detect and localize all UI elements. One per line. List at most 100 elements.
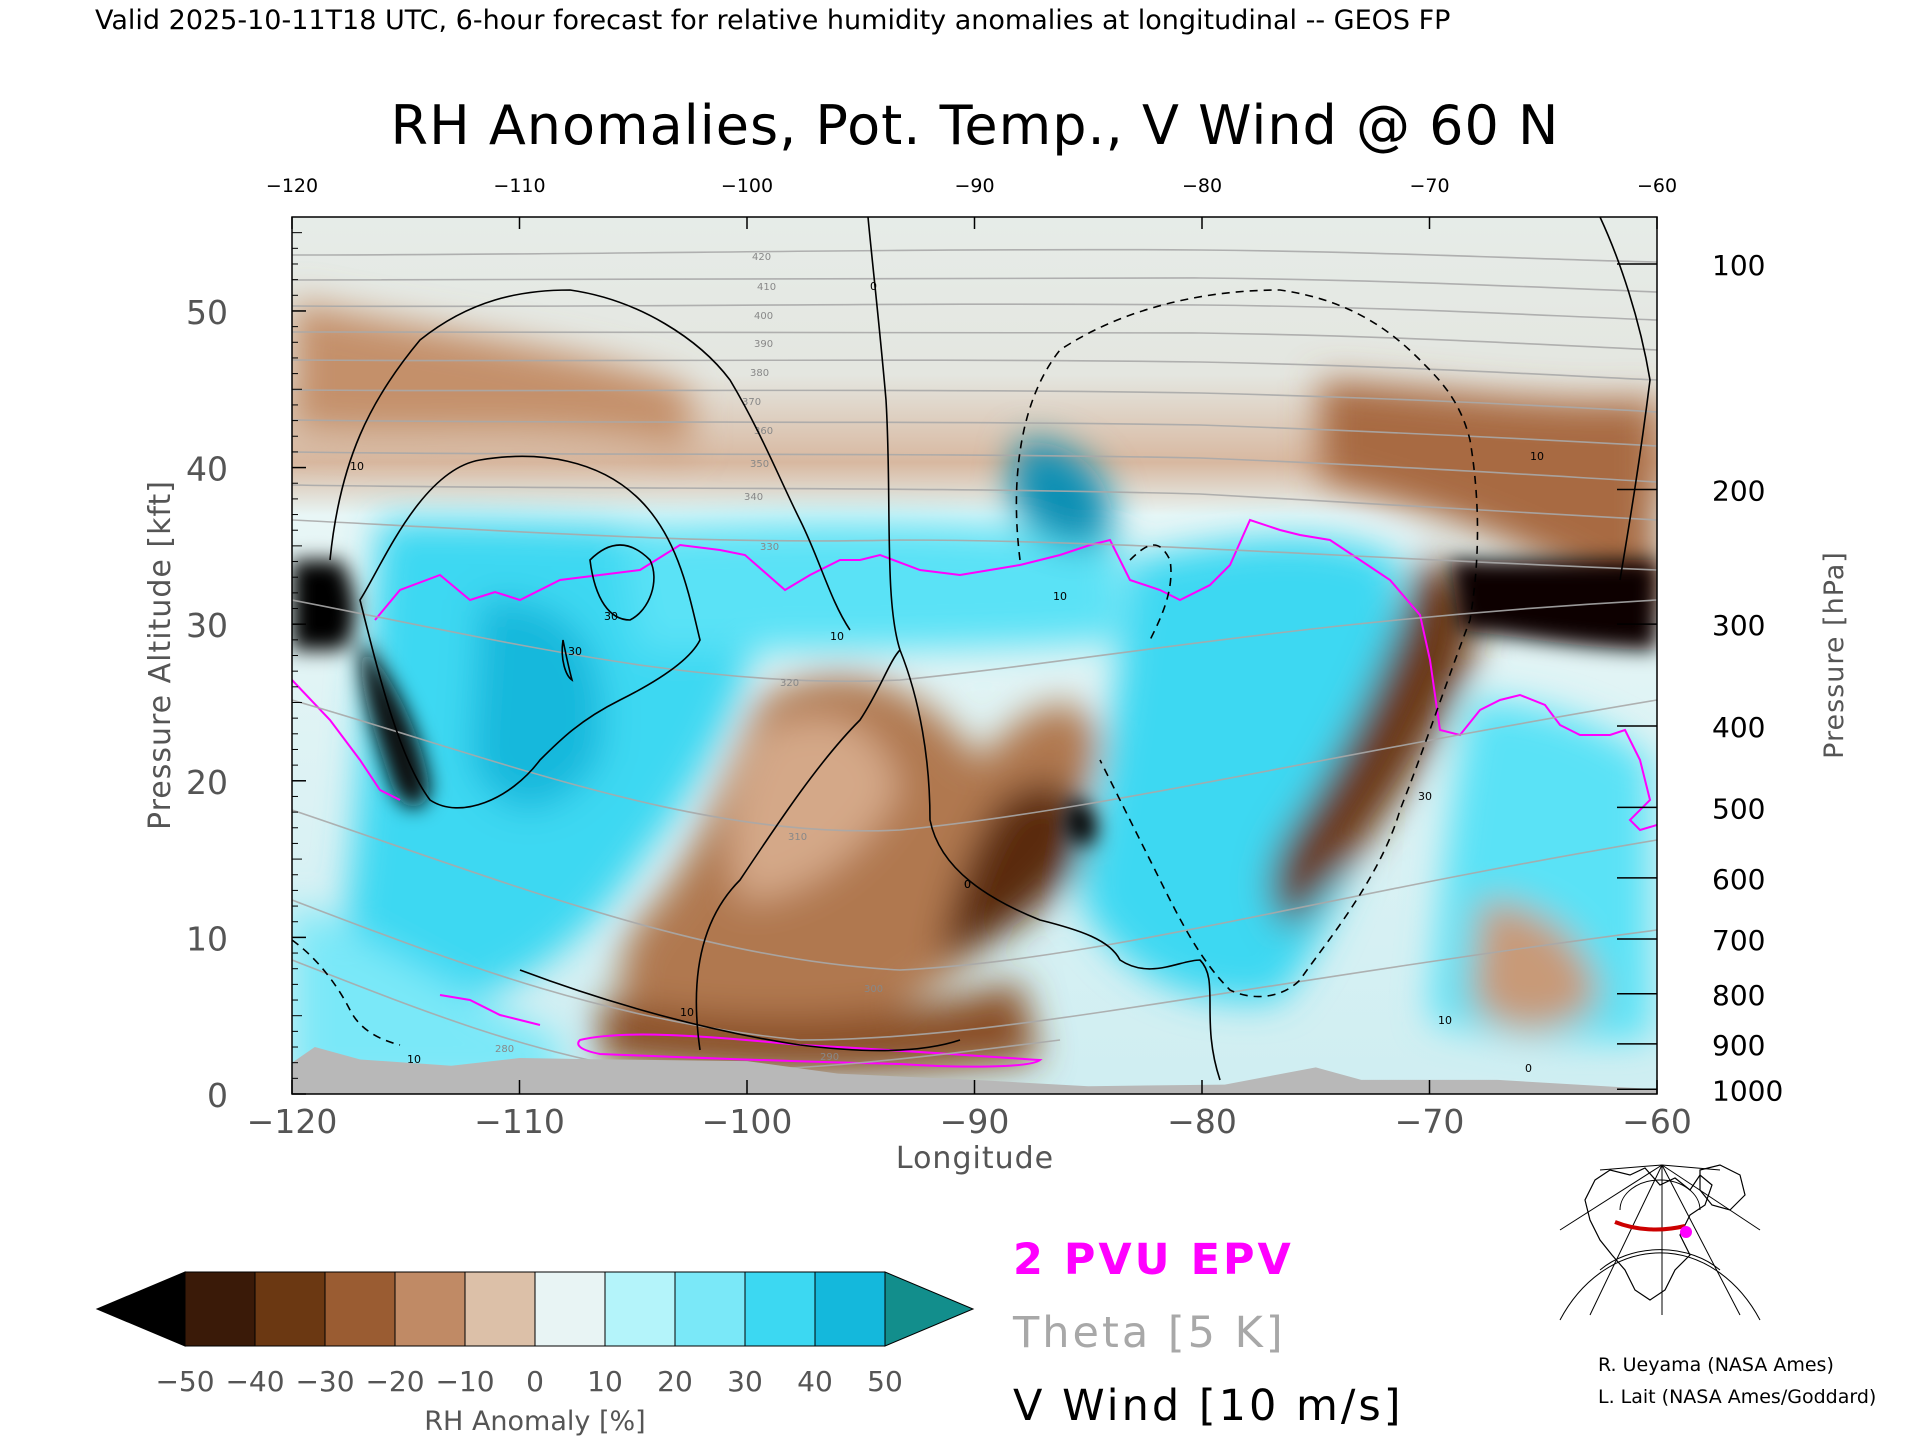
rh-dry-central-core xyxy=(940,782,1086,960)
credit-line-1: R. Ueyama (NASA Ames) xyxy=(1598,1354,1834,1376)
pressure-tick-label-6: 700 xyxy=(1712,924,1765,957)
legend-epv: 2 PVU EPV xyxy=(1013,1235,1294,1285)
v-wind-labels: 10 0 10 30 30 0 10 10 0 10 10 30 10 0 xyxy=(350,280,1544,1075)
right-axis: 100 200 300 400 500 600 700 800 900 1000 xyxy=(1617,249,1783,1107)
v-wind-label-1: 10 xyxy=(350,460,364,473)
rh-dry-bottom xyxy=(600,980,1040,1075)
map-graticule-circle-mid xyxy=(1599,1249,1721,1271)
theta-330 xyxy=(292,519,1657,571)
left-axis: 0 10 20 30 40 50 xyxy=(186,232,306,1115)
theta-label-290: 290 xyxy=(820,1052,839,1063)
colorbar-tick-labels: −50 −40 −30 −20 −10 0 10 20 30 40 50 xyxy=(155,1365,902,1398)
y-tick-label-left-2: 20 xyxy=(186,763,228,802)
top-x-tick-label-1: −110 xyxy=(493,175,545,197)
rh-dry-central xyxy=(619,675,1100,1060)
top-x-tick-label-3: −90 xyxy=(954,175,994,197)
theta-labels: 420 410 400 390 380 370 360 350 340 330 … xyxy=(495,252,883,1063)
v-wind-label-7: 10 xyxy=(1053,590,1067,603)
v-wind-label-10: 10 xyxy=(1438,1014,1452,1027)
v-wind-zero-line xyxy=(867,217,1221,1081)
v-wind-label-2: 0 xyxy=(870,280,877,293)
rh-very-dry-east xyxy=(1450,560,1657,650)
y-tick-label-left-0: 0 xyxy=(207,1076,228,1115)
theta-label-380: 380 xyxy=(750,368,769,379)
map-meridian-1 xyxy=(1589,1164,1663,1316)
theta-label-370: 370 xyxy=(742,397,761,408)
map-graticule-circle-inner xyxy=(1619,1179,1701,1211)
pressure-tick-label-7: 800 xyxy=(1712,979,1765,1012)
rh-dry-far-east-low xyxy=(1470,900,1600,1030)
map-coastline-north-america xyxy=(1584,1167,1713,1301)
colorbar: −50 −40 −30 −20 −10 0 10 20 30 40 50 RH Anomaly [%… xyxy=(95,1271,975,1437)
theta-290 xyxy=(292,899,1657,1041)
theta-label-320: 320 xyxy=(780,678,799,689)
pressure-tick-label-9: 1000 xyxy=(1712,1074,1783,1107)
v-wind-label-9: 0 xyxy=(1525,1062,1532,1075)
top-axis: −120 −110 −100 −90 −80 −70 −60 xyxy=(266,175,1677,229)
credit-line-2: L. Lait (NASA Ames/Goddard) xyxy=(1598,1386,1876,1408)
y-axis-label-right: Pressure [hPa] xyxy=(1819,551,1850,759)
v-wind-label-3: 10 xyxy=(830,630,844,643)
map-graticule-circle-outer xyxy=(1559,1252,1761,1321)
pressure-tick-label-5: 600 xyxy=(1712,863,1765,896)
v-wind-plus-10-west-loop xyxy=(359,455,701,809)
top-x-tick-label-5: −70 xyxy=(1409,175,1449,197)
pressure-tick-label-8: 900 xyxy=(1712,1029,1765,1062)
theta-label-310: 310 xyxy=(788,832,807,843)
theta-370 xyxy=(292,389,1657,413)
theta-label-360: 360 xyxy=(754,426,773,437)
epv-contour-low-west xyxy=(439,994,541,1026)
theta-contours xyxy=(292,248,1657,1072)
valid-line: Valid 2025-10-11T18 UTC, 6-hour forecast… xyxy=(95,5,1450,36)
map-meridian-3 xyxy=(1661,1164,1741,1316)
x-axis-label: Longitude xyxy=(896,1141,1054,1176)
rh-very-dry-west-top xyxy=(292,560,355,650)
top-x-tick-label-0: −120 xyxy=(266,175,318,197)
v-wind-minus-10-west xyxy=(292,939,401,1046)
v-wind-plus-30-small xyxy=(561,639,574,682)
x-tick-label-4: −80 xyxy=(1167,1102,1237,1141)
colorbar-tick-label-6: 10 xyxy=(587,1365,623,1398)
x-tick-label-0: −120 xyxy=(247,1102,338,1141)
theta-390 xyxy=(292,331,1657,351)
colorbar-tick-label-2: −30 xyxy=(295,1365,354,1398)
colorbar-under-arrow xyxy=(95,1271,186,1347)
colorbar-cell-7 xyxy=(674,1271,746,1347)
colorbar-tick-label-5: 0 xyxy=(526,1365,544,1398)
plot-area: 420 410 400 390 380 370 360 350 340 330 … xyxy=(292,217,1657,1094)
colorbar-label: RH Anomaly [%] xyxy=(424,1406,645,1437)
v-wind-label-12: 30 xyxy=(1418,790,1432,803)
v-wind-label-13: 10 xyxy=(407,1053,421,1066)
theta-340 xyxy=(292,484,1657,521)
colorbar-cell-0 xyxy=(184,1271,256,1347)
v-wind-label-4: 30 xyxy=(604,610,618,623)
rh-band-upper-west xyxy=(292,300,690,450)
rh-dry-east-diag xyxy=(1271,560,1477,930)
rh-very-dry-patches xyxy=(292,560,1657,844)
y-tick-label-left-4: 40 xyxy=(186,450,228,489)
x-tick-label-5: −70 xyxy=(1395,1102,1465,1141)
v-wind-label-14: 0 xyxy=(964,878,971,891)
chart-title: RH Anomalies, Pot. Temp., V Wind @ 60 N xyxy=(391,94,1560,157)
legend-theta: Theta [5 K] xyxy=(1012,1308,1286,1358)
map-track-60n xyxy=(1614,1220,1686,1232)
colorbar-cell-5 xyxy=(534,1271,606,1347)
epv-contour-tropopause xyxy=(374,518,1657,832)
v-wind-plus-10-west-arch xyxy=(329,289,851,631)
v-wind-minus-10-mid xyxy=(1129,544,1172,641)
v-wind-label-8: 10 xyxy=(1530,450,1544,463)
y-tick-label-left-1: 10 xyxy=(186,919,228,958)
v-wind-plus-10-central xyxy=(695,649,901,1051)
colorbar-tick-label-4: −10 xyxy=(435,1365,494,1398)
x-tick-label-1: −110 xyxy=(474,1102,565,1141)
locator-map xyxy=(1559,1164,1761,1321)
theta-label-390: 390 xyxy=(754,339,773,350)
colorbar-cell-8 xyxy=(744,1271,816,1347)
top-x-tick-label-2: −100 xyxy=(721,175,773,197)
colorbar-cell-2 xyxy=(324,1271,396,1347)
theta-label-300: 300 xyxy=(864,984,883,995)
colorbar-tick-label-3: −20 xyxy=(365,1365,424,1398)
theta-label-420: 420 xyxy=(752,252,771,263)
colorbar-cell-1 xyxy=(254,1271,326,1347)
